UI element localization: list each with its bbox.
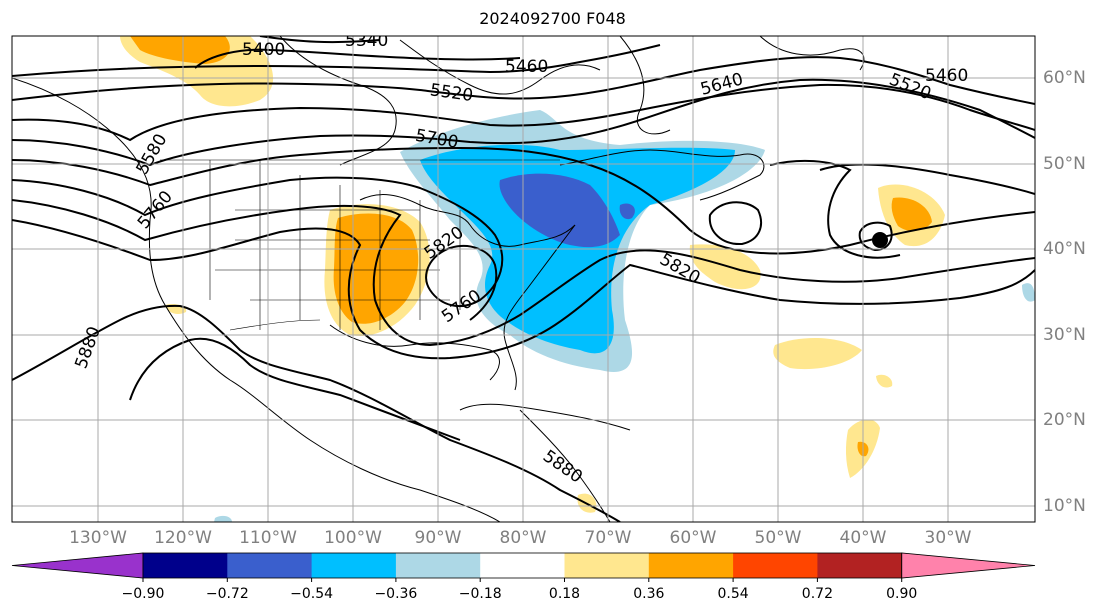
colorbar-tick-label: 0.54 [717,586,749,602]
contour-outer-loop [769,159,901,259]
colorbar-tick-label: 0.90 [886,586,918,602]
royal-blue-small [619,203,635,220]
colorbar-cell [311,553,397,578]
colorbar-cell [648,553,734,578]
lon-label: 80°W [499,528,547,548]
orange-atl-2 [891,197,932,231]
contour-5640 [12,78,1035,167]
colorbar-extend-min [11,552,144,579]
lon-label: 100°W [324,528,382,548]
lat-label: 30°N [1043,325,1086,345]
royal-blue-region [499,173,620,248]
contour-5580 [12,83,1035,142]
blue-small-e [1022,283,1035,302]
plot-title: 2024092700 F048 [479,9,626,28]
colorbar-tick-label: −0.72 [205,586,249,602]
contour-label: 5340 [345,31,388,51]
yellow-atl-5 [876,374,893,388]
contour-5880 [12,304,621,522]
colorbar-tick-label: −0.36 [374,586,418,602]
contour-label: 5460 [505,57,548,77]
gridlines [12,36,1035,522]
contour-5340 [259,36,381,44]
lon-label: 60°W [669,528,717,548]
contour-5820 [12,219,1035,360]
lon-label: 50°W [754,528,802,548]
colorbar-tick-label: −0.90 [121,586,165,602]
colorbar-cells [11,552,1036,582]
lon-label: 90°W [414,528,462,548]
colorbar-frame [142,552,903,579]
lon-label: 30°W [924,528,972,548]
lon-label: 120°W [154,528,212,548]
colorbar-cell [817,553,903,578]
lon-label: 110°W [239,528,297,548]
state-borders [160,159,560,331]
colorbar-tick-label: −0.18 [458,586,502,602]
lat-label: 40°N [1043,239,1086,259]
colorbar-cell [395,553,481,578]
contour-5760-b [12,199,1035,347]
colorbar-cell [480,553,565,578]
storm-marker-dot [872,232,888,248]
contour-big-loop [819,163,1035,195]
colorbar-tick-label: 0.18 [548,586,581,602]
colorbar-tick-label: 0.36 [633,586,665,602]
contour-label: 5400 [242,40,285,60]
colorbar-cell [143,553,228,578]
lon-label: 70°W [584,528,632,548]
contour-5760 [12,176,504,321]
contour-low-ring [708,201,762,246]
contour-label: 5460 [925,66,968,86]
colorbar-cell [564,553,650,578]
contour-5400 [194,48,521,69]
yellow-atl-3 [773,338,862,370]
lat-label: 20°N [1043,410,1086,430]
colorbar-cell [733,553,818,578]
colorbar-tick-label: 0.72 [801,586,833,602]
colorbar-tick-label: −0.54 [290,586,334,602]
yellow-atl-1 [689,244,761,290]
colorbar-cell [227,553,313,578]
lat-label: 60°N [1043,68,1086,88]
height-contours [12,36,1035,522]
contour-5880-b [129,337,461,441]
orange-nw [130,36,230,64]
lat-label: 10°N [1043,496,1086,516]
contour-5700 [12,146,1035,255]
contour-5460-w [12,44,661,77]
colorbar-extend-max [901,552,1036,579]
lon-label: 40°W [839,528,887,548]
map-frame [11,35,1036,523]
blue-small-w [214,515,232,522]
lat-label: 50°N [1043,154,1086,174]
contour-5520 [12,56,1035,105]
lon-label: 130°W [69,528,127,548]
